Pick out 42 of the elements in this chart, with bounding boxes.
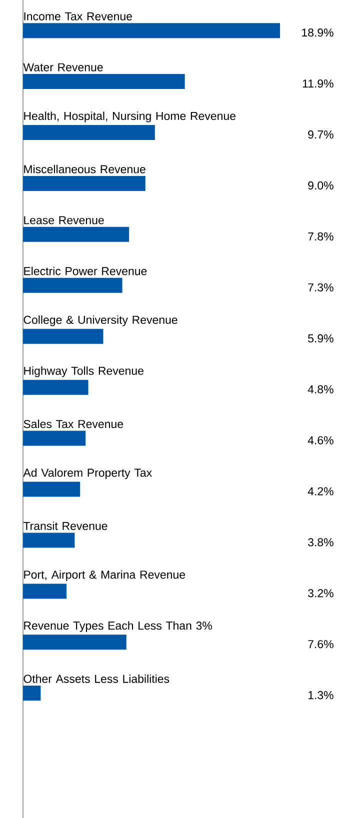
bar: [23, 278, 122, 293]
data-label: 7.3%: [308, 283, 334, 292]
data-label: 4.2%: [308, 487, 334, 496]
y-tick-label: Miscellaneous Revenue: [24, 164, 146, 174]
y-tick-label: Highway Tolls Revenue: [24, 366, 144, 378]
data-label: 9.7%: [308, 130, 334, 139]
y-tick-label: Water Revenue: [23, 63, 103, 72]
bar: [23, 430, 86, 446]
bar: [23, 584, 67, 599]
bar: [23, 125, 155, 140]
bar: [23, 634, 126, 650]
bar: [23, 328, 104, 344]
data-label: 4.6%: [308, 436, 334, 444]
y-tick-label: Revenue Types Each Less Than 3%: [24, 621, 212, 632]
data-label: 7.6%: [308, 640, 334, 648]
bar: [23, 380, 88, 395]
bar: [23, 532, 75, 548]
data-label: 18.9%: [302, 28, 334, 37]
y-tick-label: Lease Revenue: [24, 216, 104, 224]
data-label: 11.9%: [302, 79, 334, 88]
data-label: 7.8%: [308, 232, 334, 241]
y-tick-label: Port, Airport & Marina Revenue: [24, 570, 186, 581]
data-label: 5.9%: [308, 334, 334, 342]
data-label: 3.8%: [308, 538, 334, 546]
data-label: 3.2%: [308, 589, 334, 598]
bar: [23, 226, 130, 242]
bar: [23, 74, 185, 90]
y-tick-label: College & University Revenue: [24, 315, 178, 326]
data-label: 1.3%: [308, 691, 334, 700]
y-tick-label: Electric Power Revenue: [24, 266, 147, 276]
data-label: 9.0%: [308, 181, 334, 190]
y-tick-label: Transit Revenue: [23, 522, 108, 530]
data-label: 4.8%: [308, 385, 334, 394]
bar: [23, 482, 80, 497]
bar: [23, 23, 280, 38]
y-tick-label: Health, Hospital, Nursing Home Revenue: [24, 112, 236, 122]
bar: [23, 176, 146, 191]
y-tick-label: Sales Tax Revenue: [24, 420, 124, 428]
y-tick-label: Other Assets Less Liabilities: [24, 674, 170, 683]
y-tick-label: Income Tax Revenue: [24, 12, 132, 20]
y-tick-label: Ad Valorem Property Tax: [23, 468, 152, 480]
bar: [23, 686, 41, 701]
